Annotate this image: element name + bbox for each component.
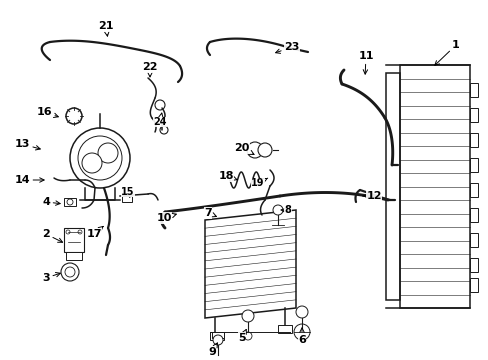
- Bar: [66, 252, 82, 260]
- Bar: [64, 228, 84, 252]
- Text: 8: 8: [281, 205, 291, 215]
- Text: 10: 10: [156, 213, 176, 223]
- Text: 23: 23: [275, 42, 299, 53]
- Bar: [209, 332, 224, 340]
- Text: 11: 11: [358, 51, 373, 74]
- Text: 6: 6: [298, 328, 305, 345]
- Circle shape: [66, 108, 82, 124]
- Text: 3: 3: [42, 273, 60, 283]
- Text: 7: 7: [203, 208, 216, 218]
- Bar: [469, 258, 477, 272]
- Bar: [469, 183, 477, 197]
- Bar: [469, 108, 477, 122]
- Bar: [64, 198, 76, 206]
- Text: 20: 20: [234, 143, 254, 154]
- Bar: [122, 196, 132, 202]
- Text: 22: 22: [142, 62, 158, 77]
- Text: 21: 21: [98, 21, 114, 36]
- Bar: [212, 332, 224, 338]
- Text: 12: 12: [362, 191, 381, 201]
- Text: 9: 9: [207, 343, 217, 357]
- Circle shape: [213, 335, 223, 345]
- Circle shape: [70, 128, 130, 188]
- Text: 13: 13: [14, 139, 40, 150]
- Bar: [278, 325, 291, 333]
- Bar: [469, 83, 477, 97]
- Text: 5: 5: [238, 329, 246, 343]
- Circle shape: [293, 324, 309, 340]
- Circle shape: [272, 205, 283, 215]
- Text: 19: 19: [251, 178, 267, 188]
- Text: 15: 15: [121, 187, 135, 198]
- Text: 2: 2: [42, 229, 62, 242]
- Circle shape: [242, 310, 253, 322]
- Bar: [469, 233, 477, 247]
- Circle shape: [160, 126, 168, 134]
- Bar: [469, 158, 477, 172]
- Text: 24: 24: [153, 113, 166, 127]
- Circle shape: [244, 332, 251, 340]
- Bar: [399, 65, 469, 308]
- Text: 17: 17: [86, 226, 103, 239]
- Text: 16: 16: [36, 107, 58, 117]
- Circle shape: [246, 142, 263, 158]
- Text: 18: 18: [218, 171, 237, 181]
- Text: 14: 14: [14, 175, 44, 185]
- Text: 1: 1: [434, 40, 459, 65]
- Circle shape: [295, 306, 307, 318]
- Bar: [385, 73, 399, 300]
- Bar: [469, 208, 477, 222]
- Circle shape: [258, 143, 271, 157]
- Circle shape: [82, 153, 102, 173]
- Bar: [469, 278, 477, 292]
- Circle shape: [155, 100, 164, 110]
- Circle shape: [98, 143, 118, 163]
- Bar: [469, 133, 477, 147]
- Text: 4: 4: [42, 197, 60, 207]
- Circle shape: [61, 263, 79, 281]
